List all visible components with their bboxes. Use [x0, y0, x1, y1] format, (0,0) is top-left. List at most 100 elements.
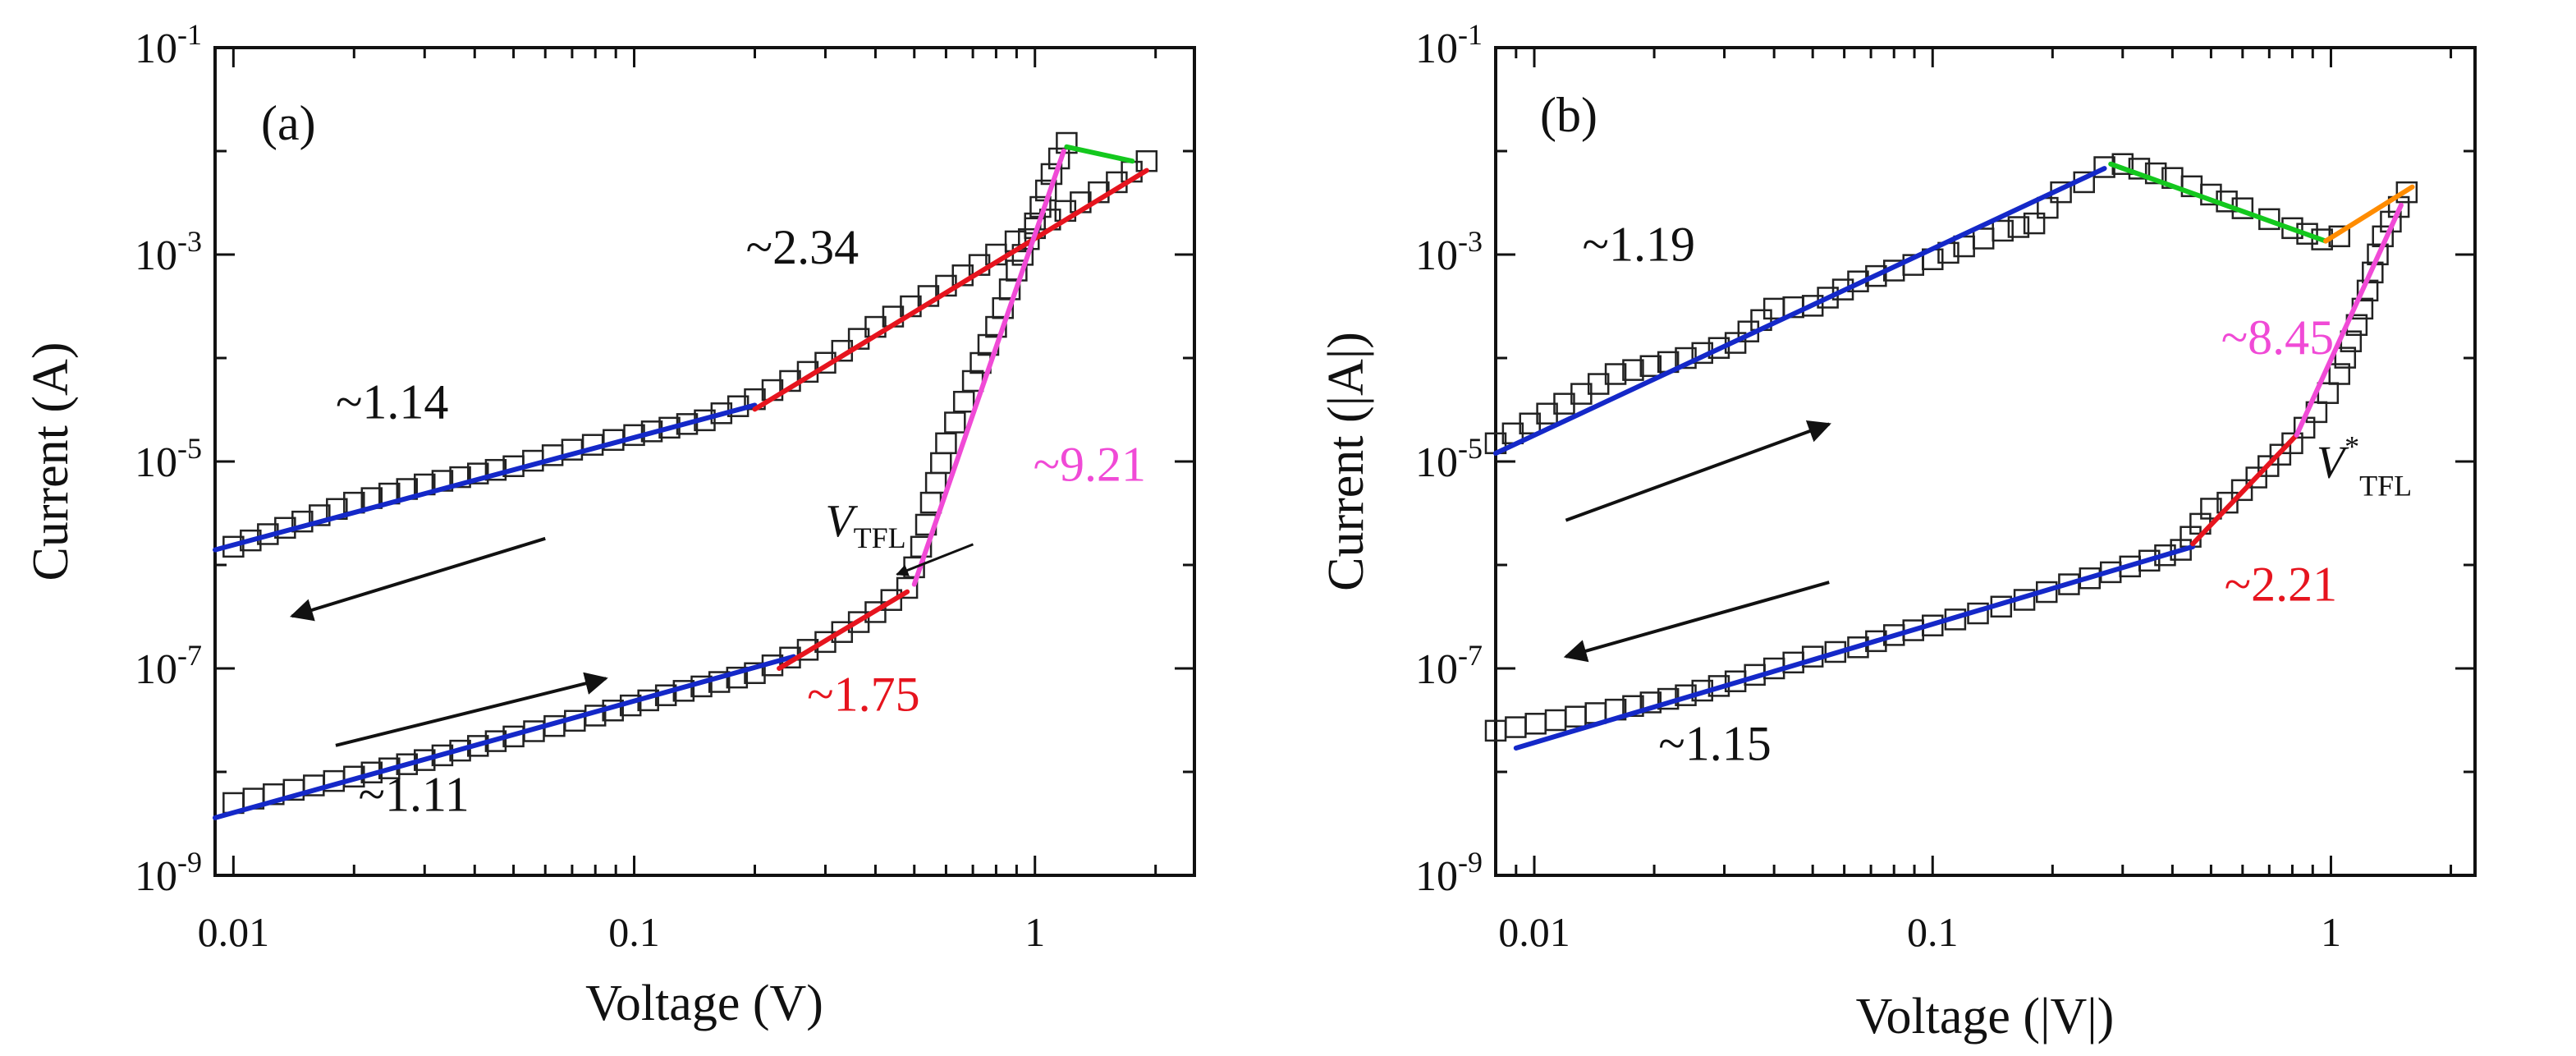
data-point: [744, 662, 766, 685]
y-tick-label: 10-5: [135, 432, 202, 486]
fit-drop: [2108, 161, 2329, 244]
label-slope-119: ~1.19: [1583, 218, 1695, 272]
data-point: [952, 390, 975, 413]
y-tick-label: 10-1: [1415, 18, 1483, 72]
y-tick-label: 10-9: [1415, 846, 1483, 900]
panel-label: (b): [1540, 88, 1597, 142]
arrow-upper-sweep: [1565, 420, 1831, 522]
chart-panel-b: (b) 0.01 0.1 1 10-9 10-7 10-5 10-3 10-1 …: [1318, 18, 2477, 1045]
y-tick-labels: 10-9 10-7 10-5 10-3 10-1: [135, 18, 202, 900]
x-tick-label: 0.1: [608, 909, 660, 955]
vtfl-superscript: *: [2345, 430, 2359, 463]
arrow-layer: [290, 536, 974, 747]
fit-high-reverse: [752, 168, 1149, 412]
data-point: [2216, 491, 2239, 514]
fit-upper: [1493, 166, 2107, 457]
y-tick-mantissa: 10: [135, 25, 177, 72]
label-slope-175: ~1.75: [807, 668, 919, 722]
fit-low-reverse: [213, 402, 758, 553]
y-tick-exponent: -9: [177, 846, 202, 879]
x-tick-label: 1: [1024, 909, 1045, 955]
data-point: [2334, 347, 2357, 369]
data-point: [2367, 243, 2389, 266]
fit-lower: [1513, 544, 2196, 751]
data-point: [1865, 264, 1887, 287]
data-point: [1865, 630, 1887, 653]
data-point: [2154, 544, 2176, 567]
data-point: [910, 535, 933, 558]
data-point: [2023, 212, 2046, 235]
arrow-lower-sweep: [1563, 581, 1830, 663]
fit-mid-forward: [777, 589, 910, 671]
data-point: [1622, 695, 1644, 718]
data-point: [1831, 278, 1854, 301]
data-point: [1707, 337, 1730, 359]
tick-layer: [1494, 46, 2475, 877]
y-tick-labels: 10-9 10-7 10-5 10-3 10-1: [1415, 18, 1483, 900]
data-point: [1992, 219, 2014, 242]
vtfl-subscript: TFL: [854, 521, 906, 554]
slope-annotations: ~1.14 ~2.34 ~1.11 ~1.75 ~9.21: [336, 220, 1146, 822]
data-point: [2037, 196, 2059, 219]
data-point: [1544, 709, 1567, 732]
tick-layer: [213, 46, 1194, 877]
y-tick-mantissa: 10: [1415, 853, 1458, 900]
y-tick-exponent: -3: [1458, 225, 1483, 258]
data-point: [1972, 227, 1995, 250]
data-point: [309, 504, 331, 526]
data-point: [864, 601, 887, 623]
data-point: [449, 466, 471, 489]
vtfl-label: V*TFL: [2317, 430, 2412, 503]
vtfl-symbol: V: [2317, 438, 2349, 489]
y-tick-label: 10-7: [135, 639, 202, 693]
x-tick-label: 0.01: [1498, 909, 1570, 955]
fit-steep-forward: [911, 149, 1066, 587]
y-axis-label: Current (|A|): [1318, 332, 1374, 591]
data-point: [2328, 363, 2351, 385]
data-point: [1724, 332, 1747, 354]
y-tick-label: 10-3: [135, 225, 202, 279]
arrow-forward-sweep: [335, 672, 608, 747]
slope-annotations: ~1.19 ~8.45 ~2.21 ~1.15: [1583, 218, 2338, 771]
vtfl-subscript: TFL: [2359, 470, 2412, 503]
y-tick-mantissa: 10: [1415, 25, 1458, 72]
fit-low-forward: [213, 654, 796, 820]
y-tick-label: 10-5: [1415, 432, 1483, 486]
data-point: [1639, 355, 1662, 378]
y-tick-mantissa: 10: [135, 439, 177, 486]
y-tick-mantissa: 10: [135, 232, 177, 279]
arrow-reverse-sweep: [290, 536, 546, 622]
data-point: [1505, 716, 1527, 738]
data-point: [1801, 295, 1824, 317]
y-tick-exponent: -7: [1458, 639, 1483, 672]
label-slope-111: ~1.11: [359, 767, 470, 821]
y-tick-mantissa: 10: [135, 853, 177, 900]
label-slope-115: ~1.15: [1658, 717, 1771, 771]
data-point: [944, 411, 966, 434]
data-point: [1056, 131, 1078, 154]
data-point: [2144, 162, 2167, 185]
x-tick-labels: 0.01 0.1 1: [198, 909, 1046, 955]
data-point: [930, 452, 952, 475]
y-tick-label: 10-3: [1415, 225, 1483, 279]
panel-label: (a): [261, 96, 316, 150]
x-axis-label: Voltage (V): [585, 976, 823, 1031]
data-point: [1622, 359, 1644, 381]
y-tick-label: 10-1: [135, 18, 202, 72]
fit-layer: [1493, 161, 2415, 751]
y-tick-mantissa: 10: [135, 646, 177, 693]
data-point: [2007, 216, 2030, 238]
data-layer: [222, 131, 1158, 815]
data-point: [2395, 181, 2418, 204]
y-tick-exponent: -1: [177, 18, 202, 51]
y-tick-exponent: -5: [1458, 432, 1483, 465]
x-tick-labels: 0.01 0.1 1: [1498, 909, 2341, 955]
y-axis-label: Current (A): [23, 342, 79, 581]
data-point: [1762, 297, 1785, 320]
data-point: [1817, 287, 1839, 309]
data-point: [2281, 432, 2303, 455]
x-tick-label: 0.01: [198, 909, 270, 955]
fit-rise: [2323, 184, 2415, 244]
y-tick-label: 10-9: [135, 846, 202, 900]
